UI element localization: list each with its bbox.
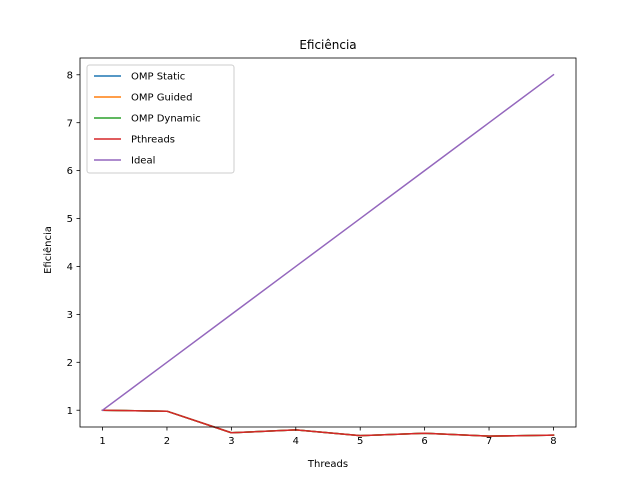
y-tick-label: 5	[67, 214, 73, 225]
x-tick-label: 2	[164, 436, 170, 447]
y-axis-label: Eficiência	[42, 226, 54, 274]
x-axis-label: Threads	[307, 459, 348, 470]
y-tick-label: 3	[67, 310, 73, 321]
series-line-ideal	[101, 73, 555, 412]
legend-label: Ideal	[131, 156, 155, 167]
plot-area: 1 2 3 4 5 6 7 8 1 2 3 4 5 6 7 8	[67, 57, 577, 447]
legend-label: OMP Static	[131, 72, 185, 83]
legend-label: OMP Dynamic	[131, 114, 201, 125]
x-tick-label: 5	[357, 436, 363, 447]
y-tick-label: 2	[67, 358, 73, 369]
x-tick-label: 3	[228, 436, 234, 447]
x-tick-label: 1	[99, 436, 105, 447]
legend-box	[86, 64, 235, 174]
y-tick-label: 6	[67, 166, 73, 177]
y-tick-label: 8	[67, 70, 73, 81]
chart-title: Eficiência	[299, 38, 356, 52]
x-tick-label: 7	[486, 436, 492, 447]
x-tick-label: 8	[550, 436, 556, 447]
y-tick-label: 7	[67, 118, 73, 129]
axes-frame	[79, 57, 577, 428]
y-tick-label: 4	[67, 262, 73, 273]
x-tick-label: 4	[293, 436, 299, 447]
legend-label: OMP Guided	[131, 93, 192, 104]
legend-label: Pthreads	[131, 135, 175, 146]
y-tick-label: 1	[67, 406, 73, 417]
legend: OMP Static OMP Guided OMP Dynamic Pthreads I…	[86, 64, 235, 174]
x-tick-label: 6	[421, 436, 427, 447]
series-line-pthreads	[101, 409, 555, 437]
